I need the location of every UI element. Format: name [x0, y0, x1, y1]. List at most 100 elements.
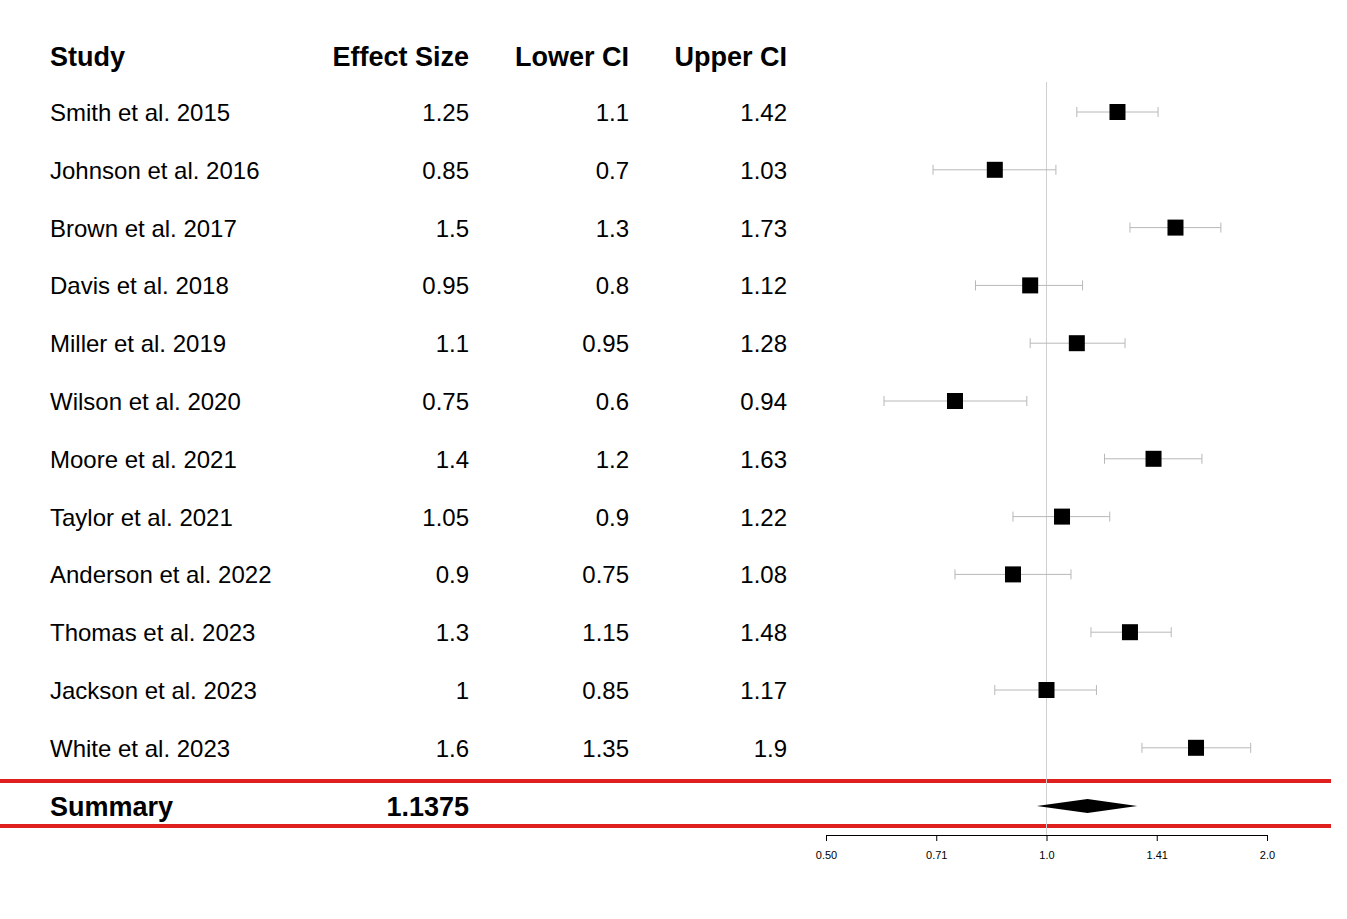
lower-ci-text: 0.75: [582, 561, 629, 588]
ci-cap: [975, 280, 976, 290]
tick-label: 1.0: [1039, 849, 1054, 861]
x-axis: 0.50 0.71 1.0 1.41 2.0: [816, 835, 1275, 861]
upper-ci-text: 1.28: [740, 330, 787, 357]
header: StudyEffect SizeLower CIUpper CI: [50, 42, 787, 72]
tick: 0.50: [816, 835, 837, 861]
lower-ci-text: 0.7: [596, 157, 629, 184]
ci-cap: [883, 396, 884, 406]
ci-cap: [1220, 223, 1221, 233]
upper-ci-text: 1.9: [754, 735, 787, 762]
tick: 1.41: [1147, 835, 1168, 861]
effect-point: [1188, 740, 1204, 756]
study-row: [1130, 220, 1221, 236]
ci-cap: [1104, 454, 1105, 464]
lower-ci-text: 0.85: [582, 677, 629, 704]
study-label: White et al. 2023: [50, 735, 230, 762]
effect-size-text: 0.95: [422, 272, 469, 299]
study-label: Davis et al. 2018: [50, 272, 229, 299]
tick-label: 0.71: [926, 849, 947, 861]
upper-ci-text: 1.03: [740, 157, 787, 184]
study-label: Smith et al. 2015: [50, 99, 230, 126]
ci-cap: [1250, 743, 1251, 753]
column-header: Upper CI: [674, 42, 787, 72]
effect-point: [1054, 509, 1070, 525]
study-row: [1077, 104, 1158, 120]
ci-cap: [994, 685, 995, 695]
effect-point: [1146, 451, 1162, 467]
study-row: [1013, 509, 1110, 525]
lower-ci-text: 0.95: [582, 330, 629, 357]
ci-cap: [1090, 627, 1091, 637]
ci-cap: [1096, 685, 1097, 695]
lower-ci-text: 1.3: [596, 215, 629, 242]
effect-point: [1005, 566, 1021, 582]
study-label: Jackson et al. 2023: [50, 677, 257, 704]
study-row: [1142, 740, 1251, 756]
effect-point: [1069, 335, 1085, 351]
effect-size-text: 1: [456, 677, 469, 704]
ci-cap: [1201, 454, 1202, 464]
reference-line: [1046, 82, 1047, 835]
study-label: Brown et al. 2017: [50, 215, 237, 242]
ci-cap: [1082, 280, 1083, 290]
ci-cap: [1030, 338, 1031, 348]
summary-label: Summary: [50, 792, 173, 822]
upper-ci-text: 1.63: [740, 446, 787, 473]
study-row: [884, 393, 1027, 409]
effect-point: [1109, 104, 1125, 120]
effect-size-text: 0.9: [436, 561, 469, 588]
effect-size-text: 1.4: [436, 446, 469, 473]
tick-mark: [1267, 835, 1268, 841]
ci-cap: [954, 569, 955, 579]
upper-ci-text: 1.22: [740, 504, 787, 531]
column-header: Lower CI: [515, 42, 629, 72]
effect-size-text: 1.25: [422, 99, 469, 126]
ci-cap: [1171, 627, 1172, 637]
lower-ci-text: 0.9: [596, 504, 629, 531]
upper-ci-text: 1.17: [740, 677, 787, 704]
study-row: [1030, 335, 1125, 351]
study-row: [1091, 624, 1171, 640]
upper-ci-text: 1.73: [740, 215, 787, 242]
ci-cap: [1158, 107, 1159, 117]
lower-ci-text: 1.2: [596, 446, 629, 473]
effect-point: [1167, 220, 1183, 236]
lower-ci-text: 1.1: [596, 99, 629, 126]
ci-cap: [1141, 743, 1142, 753]
study-row: [955, 566, 1071, 582]
ci-cap: [1109, 512, 1110, 522]
study-label: Taylor et al. 2021: [50, 504, 233, 531]
upper-ci-text: 1.12: [740, 272, 787, 299]
effect-point: [947, 393, 963, 409]
tick-label: 1.41: [1147, 849, 1168, 861]
effect-size-text: 0.75: [422, 388, 469, 415]
separator-line: [0, 779, 1331, 783]
ci-cap: [1012, 512, 1013, 522]
study-label: Thomas et al. 2023: [50, 619, 255, 646]
summary-diamond: [1037, 799, 1137, 813]
study-label: Wilson et al. 2020: [50, 388, 241, 415]
table: Smith et al. 20151.251.11.42Johnson et a…: [50, 99, 787, 762]
effect-point: [987, 162, 1003, 178]
tick-label: 2.0: [1260, 849, 1275, 861]
ci-cap: [1076, 107, 1077, 117]
column-header: Effect Size: [332, 42, 469, 72]
upper-ci-text: 1.08: [740, 561, 787, 588]
study-label: Moore et al. 2021: [50, 446, 237, 473]
effect-size-text: 1.05: [422, 504, 469, 531]
study-row: [933, 162, 1056, 178]
lower-ci-text: 1.35: [582, 735, 629, 762]
tick: 0.71: [926, 835, 947, 861]
effect-point: [1039, 682, 1055, 698]
lower-ci-text: 0.6: [596, 388, 629, 415]
effect-size-text: 1.1: [436, 330, 469, 357]
ci-cap: [933, 165, 934, 175]
effect-size-text: 1.3: [436, 619, 469, 646]
effect-size-text: 1.6: [436, 735, 469, 762]
tick-mark: [826, 835, 827, 841]
study-label: Miller et al. 2019: [50, 330, 226, 357]
study-row: [995, 682, 1097, 698]
ci-cap: [1070, 569, 1071, 579]
forest-plot: StudyEffect SizeLower CIUpper CISmith et…: [0, 0, 1347, 919]
ci-cap: [1129, 223, 1130, 233]
